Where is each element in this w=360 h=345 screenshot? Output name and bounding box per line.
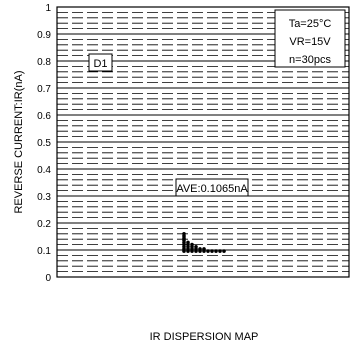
y-tick-label: 0.9 [37,30,51,41]
y-tick-label: 0.1 [37,246,51,257]
y-tick-label: 0.6 [37,111,51,122]
y-axis-ticks: 0 0.1 0.2 0.3 0.4 0.5 0.6 0.7 0.8 0.9 1 [37,3,51,284]
data-point [214,249,218,253]
y-tick-label: 0.8 [37,57,51,68]
y-tick-label: 0.7 [37,84,51,95]
data-points [182,232,226,253]
data-point [202,247,206,251]
data-point [186,240,190,245]
y-tick-label: 0.4 [37,165,51,176]
device-label-box: D1 [88,53,113,72]
data-point [182,232,186,236]
x-axis-label: IR DISPERSION MAP [150,331,259,343]
data-point [206,249,210,253]
data-point [210,249,214,253]
average-label: AVE:0.1065nA [176,183,248,195]
data-point [218,249,222,253]
y-tick-label: 0 [45,273,51,284]
average-label-box: AVE:0.1065nA [175,178,249,197]
condition-temperature: Ta=25°C [289,18,332,30]
condition-voltage: VR=15V [289,36,331,48]
data-point [222,249,226,253]
device-label: D1 [93,58,107,70]
y-tick-label: 0.3 [37,192,51,203]
condition-sample-count: n=30pcs [289,54,331,66]
data-point [194,244,198,249]
y-tick-label: 0.2 [37,219,51,230]
conditions-box: Ta=25°C VR=15V n=30pcs [274,9,346,68]
plot-area-border [56,6,350,278]
y-axis-label: REVERSE CURRENT:IR(nA) [13,70,25,213]
data-point [198,247,202,251]
data-point [190,242,194,247]
y-tick-label: 1 [45,3,51,14]
y-tick-label: 0.5 [37,138,51,149]
